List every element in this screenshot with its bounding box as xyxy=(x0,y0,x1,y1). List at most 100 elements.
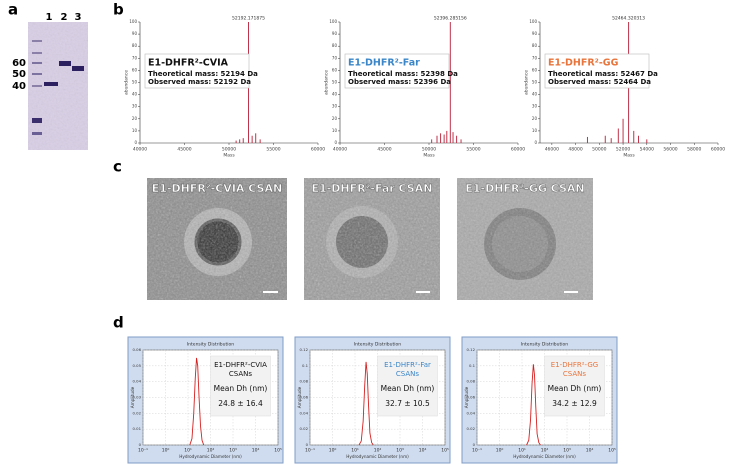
y-tick-label: 30 xyxy=(332,104,338,109)
x-tick-label: 48000 xyxy=(568,147,582,153)
dls-title: Intensity Distribution xyxy=(521,342,568,348)
y-tick-label: 0.03 xyxy=(133,395,142,400)
lane-label: 3 xyxy=(75,12,82,23)
x-tick-label: 45000 xyxy=(377,147,391,153)
y-tick-label: 0.1 xyxy=(469,363,476,368)
info-title: E1-DHFR²-CVIA xyxy=(148,58,229,69)
x-axis-label: Mass xyxy=(223,153,235,159)
x-axis-label: Hydrodynamic Diameter (nm) xyxy=(513,454,576,459)
y-tick-label: 100 xyxy=(129,19,137,24)
y-tick-label: 0.06 xyxy=(467,395,476,400)
panel-label: c xyxy=(113,158,122,176)
info-value: 34.2 ± 12.9 xyxy=(552,399,597,408)
y-tick-label: 50 xyxy=(332,80,338,85)
y-tick-label: 60 xyxy=(532,67,538,72)
distribution-line xyxy=(358,361,374,446)
y-tick-label: 30 xyxy=(132,104,138,109)
marker-label: 60 xyxy=(12,58,26,69)
y-tick-label: 0 xyxy=(306,442,309,447)
x-tick-label: 60000 xyxy=(711,147,725,153)
y-axis-label: Amplitude xyxy=(297,386,302,408)
x-tick-label: 10⁻¹ xyxy=(138,448,148,454)
distribution-line xyxy=(189,357,205,446)
y-tick-label: 20 xyxy=(132,116,138,121)
y-tick-label: 0 xyxy=(473,442,476,447)
y-tick-label: 100 xyxy=(529,19,537,24)
y-tick-label: 40 xyxy=(132,92,138,97)
y-tick-label: 70 xyxy=(332,55,338,60)
y-tick-label: 80 xyxy=(332,43,338,48)
y-tick-label: 0.01 xyxy=(133,426,142,431)
y-tick-label: 0.05 xyxy=(133,363,142,368)
info-title: E1-DHFR²-Far xyxy=(348,58,420,69)
info-title: E1-DHFR²-CVIA xyxy=(214,361,267,369)
y-tick-label: 0.06 xyxy=(300,395,309,400)
x-tick-label: 10⁴ xyxy=(419,448,427,454)
y-axis-label: Amplitude xyxy=(130,386,135,408)
y-tick-label: 0 xyxy=(134,140,137,145)
x-tick-label: 10⁴ xyxy=(586,448,594,454)
y-axis-label: Amplitude xyxy=(464,386,469,408)
info-subtitle: CSANs xyxy=(563,370,586,378)
x-tick-label: 56000 xyxy=(663,147,677,153)
y-tick-label: 0.12 xyxy=(467,347,476,352)
tem-image xyxy=(457,178,593,300)
info-label: Mean Dh (nm) xyxy=(548,384,602,393)
info-label: Mean Dh (nm) xyxy=(381,384,435,393)
x-tick-label: 10² xyxy=(374,448,382,454)
info-title: E1-DHFR²-GG xyxy=(551,361,598,369)
info-box xyxy=(377,355,438,417)
x-tick-label: 10² xyxy=(541,448,549,454)
marker-label: 40 xyxy=(12,81,26,92)
info-line: Observed mass: 52464 Da xyxy=(548,78,651,86)
x-axis-label: Hydrodynamic Diameter (nm) xyxy=(346,454,409,459)
y-axis-label: abundance xyxy=(324,70,330,95)
y-tick-label: 90 xyxy=(332,31,338,36)
info-box xyxy=(344,53,450,89)
x-tick-label: 52000 xyxy=(616,147,630,153)
x-tick-label: 46000 xyxy=(545,147,559,153)
y-tick-label: 60 xyxy=(132,67,138,72)
x-tick-label: 45000 xyxy=(177,147,191,153)
y-tick-label: 30 xyxy=(532,104,538,109)
y-tick-label: 10 xyxy=(132,128,138,133)
x-tick-label: 10⁵ xyxy=(441,448,449,454)
y-tick-label: 40 xyxy=(332,92,338,97)
x-tick-label: 10⁵ xyxy=(608,448,616,454)
y-tick-label: 80 xyxy=(532,43,538,48)
x-axis-label: Mass xyxy=(423,153,435,159)
info-line: Theoretical mass: 52398 Da xyxy=(348,70,458,78)
info-box xyxy=(544,53,650,89)
y-tick-label: 100 xyxy=(329,19,337,24)
peak-label: 52192.171875 xyxy=(232,16,265,22)
x-tick-label: 10¹ xyxy=(351,448,359,454)
x-tick-label: 54000 xyxy=(640,147,654,153)
y-tick-label: 0.1 xyxy=(302,363,309,368)
x-tick-label: 10⁰ xyxy=(162,448,170,454)
y-tick-label: 70 xyxy=(532,55,538,60)
info-box xyxy=(210,355,271,417)
tem-image xyxy=(147,178,287,300)
distribution-line xyxy=(526,364,541,446)
y-tick-label: 20 xyxy=(532,116,538,121)
y-tick-label: 60 xyxy=(332,67,338,72)
y-tick-label: 0 xyxy=(334,140,337,145)
info-title: E1-DHFR²-GG xyxy=(548,58,619,69)
x-tick-label: 10⁰ xyxy=(329,448,337,454)
y-tick-label: 0.06 xyxy=(133,347,142,352)
info-value: 32.7 ± 10.5 xyxy=(385,399,430,408)
tem-label: E1-DHFR²-CVIA CSAN xyxy=(152,182,282,195)
lane-label: 2 xyxy=(61,12,68,23)
y-tick-label: 0.02 xyxy=(300,426,309,431)
x-axis-label: Hydrodynamic Diameter (nm) xyxy=(179,454,242,459)
panel-label: a xyxy=(8,1,18,19)
x-tick-label: 58000 xyxy=(687,147,701,153)
panel-label: d xyxy=(113,314,124,332)
tem-label: E1-DHFR²-Far CSAN xyxy=(312,182,433,195)
info-line: Theoretical mass: 52467 Da xyxy=(548,70,658,78)
gel xyxy=(28,22,88,150)
x-tick-label: 60000 xyxy=(511,147,525,153)
y-tick-label: 70 xyxy=(132,55,138,60)
y-tick-label: 0 xyxy=(534,140,537,145)
